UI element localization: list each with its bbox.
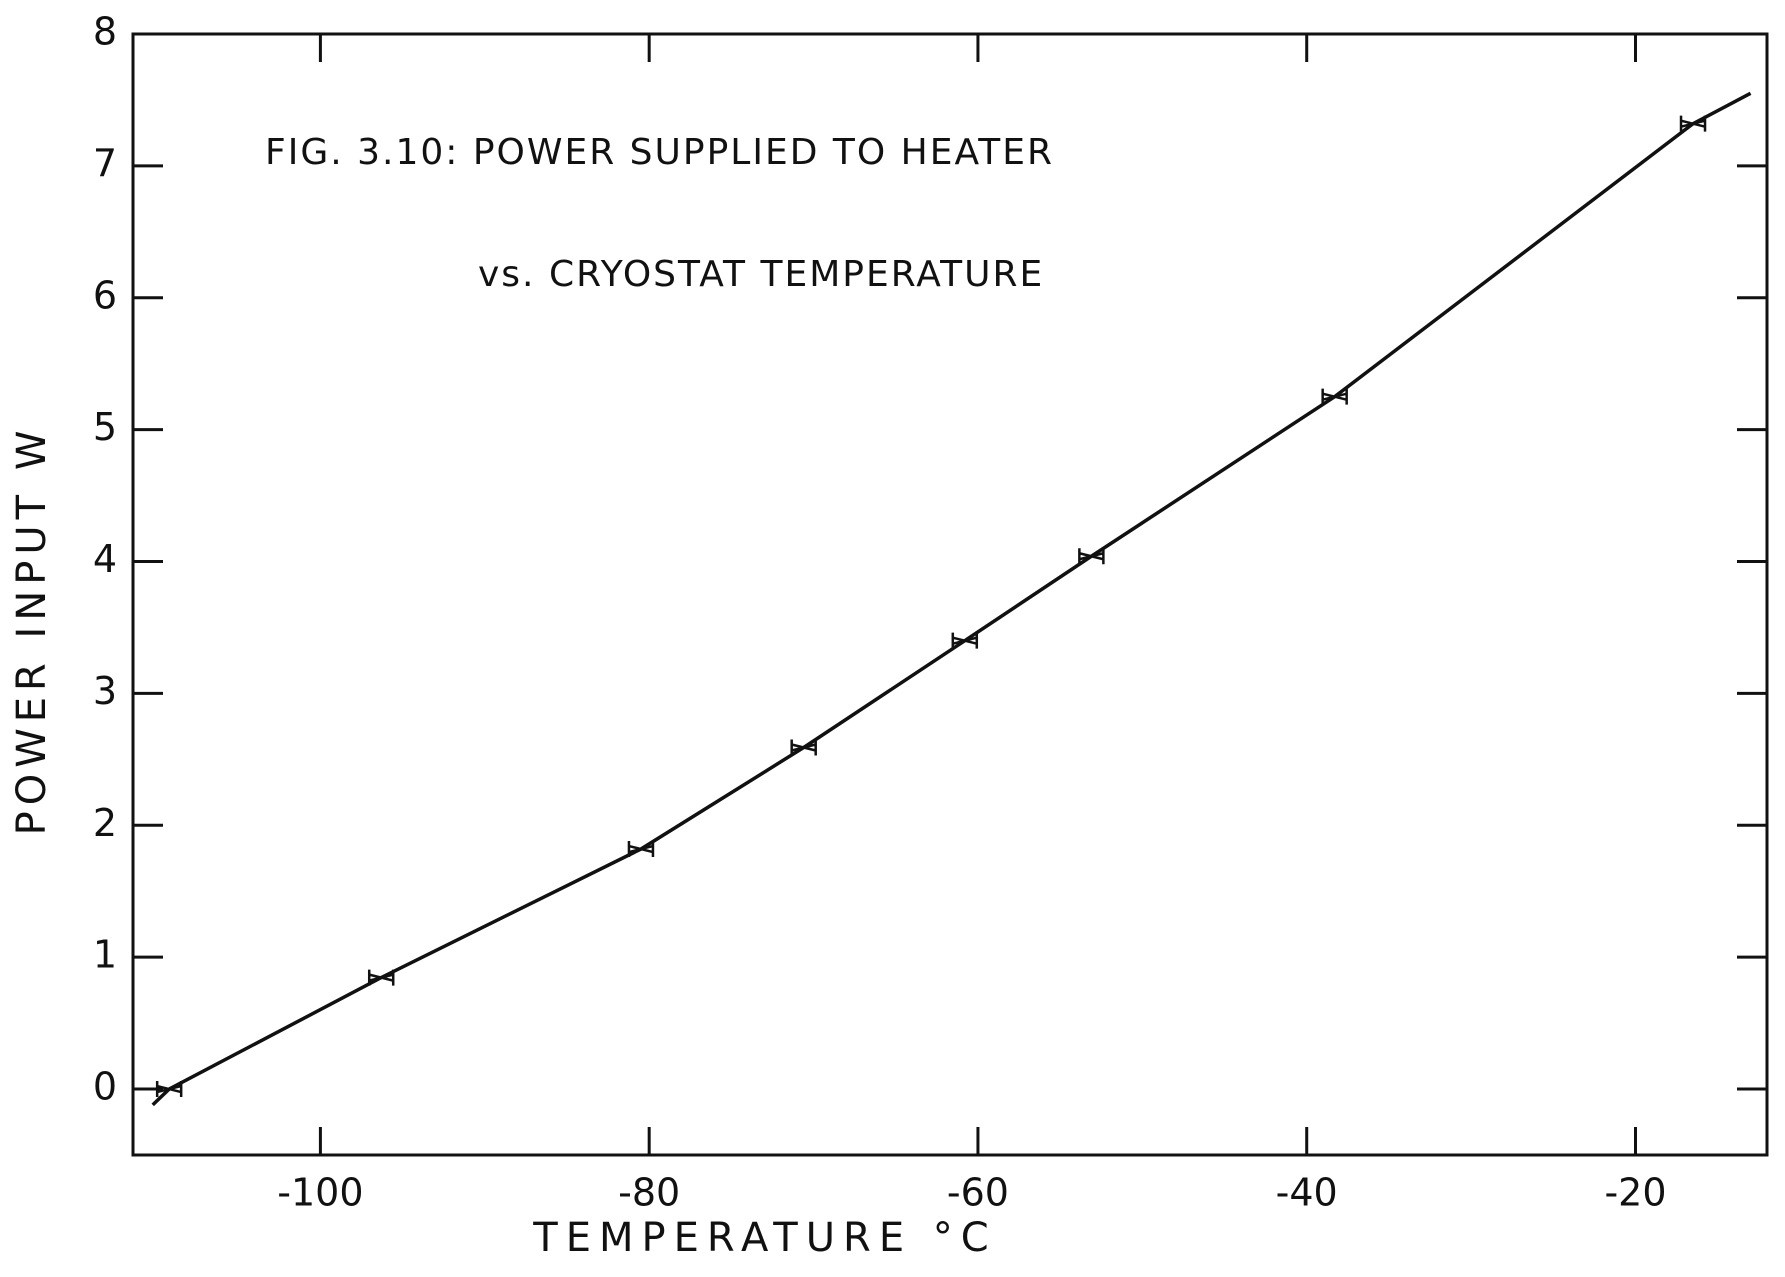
- chart-subtitle: vs. CRYOSTAT TEMPERATURE: [478, 254, 1044, 295]
- x-axis-label: TEMPERATURE °C: [532, 1215, 996, 1261]
- data-point: [367, 969, 395, 986]
- x-tick-label: -20: [1604, 1171, 1666, 1215]
- data-point: [627, 841, 655, 858]
- x-tick-label: -40: [1276, 1171, 1338, 1215]
- data-point: [1679, 115, 1707, 132]
- data-point: [790, 739, 817, 756]
- y-axis-label: POWER INPUT W: [9, 425, 55, 836]
- plot-frame: [131, 32, 1769, 1157]
- data-point: [1078, 548, 1105, 565]
- y-tick-label: 3: [93, 669, 117, 713]
- y-tick-label: 7: [93, 141, 117, 185]
- x-tick-label: -60: [947, 1171, 1009, 1215]
- y-tick-label: 1: [93, 933, 117, 977]
- data-point: [1321, 388, 1348, 405]
- x-tick-label: -80: [618, 1171, 680, 1215]
- data-point: [951, 632, 979, 649]
- y-tick-label: 5: [93, 405, 117, 449]
- y-tick-label: 6: [93, 273, 117, 317]
- data-point: [155, 1081, 183, 1098]
- y-tick-label: 8: [93, 10, 117, 54]
- y-tick-label: 0: [93, 1065, 117, 1109]
- x-tick-label: -100: [277, 1171, 363, 1215]
- y-tick-label: 2: [93, 801, 117, 845]
- y-tick-label: 4: [93, 537, 117, 581]
- chart-title: FIG. 3.10: POWER SUPPLIED TO HEATER: [265, 132, 1054, 173]
- curve: [151, 91, 1752, 1107]
